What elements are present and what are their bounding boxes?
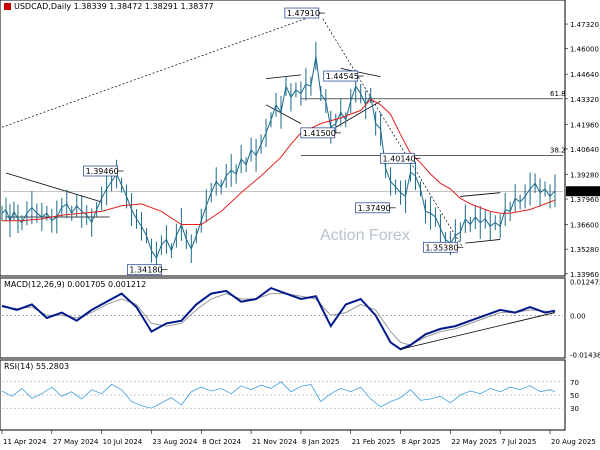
x-tick-label: 8 Jan 2025 [302,438,340,446]
x-tick-label: 7 Jul 2025 [501,438,536,446]
rsi-tick-label: 50 [570,392,579,400]
macd-tick-label: 0.012472 [570,278,600,286]
rsi-panel [1,381,563,409]
price-panel: 61.8 38.2 1.47910 1.44545 1.41500 1.40140 1.39… [1,7,566,276]
y-tick-label: 1.47320 [570,21,599,29]
price-level-text: 1.41500 [303,129,336,138]
macd-tick-label: -0.014389 [570,351,600,359]
x-tick-label: 11 Apr 2024 [3,438,47,446]
price-level-label: 1.41500 [300,127,341,139]
x-tick-label: 8 Oct 2024 [202,438,241,446]
price-level-label: 1.40140 [380,152,421,164]
price-level-label: 1.47910 [284,7,325,19]
price-level-label: 1.44545 [323,70,364,82]
rsi-panel-frame [0,359,566,431]
macd-line [1,286,556,351]
last-price-box [566,186,600,197]
x-tick-label: 20 Aug 2025 [551,438,596,446]
dotted-trendline-up [1,12,321,128]
y-tick-label: 1.36600 [570,221,599,229]
y-tick-label: 1.41960 [570,121,599,129]
price-level-text: 1.35380 [425,243,458,252]
y-tick-label: 1.35280 [570,246,599,254]
x-tick-label: 21 Feb 2025 [352,438,396,446]
macd-title: MACD(12,26,9) 0.001705 0.001212 [4,280,146,289]
pattern-trendline [265,104,302,124]
rsi-tick-label: 70 [570,379,579,387]
price-level-text: 1.47910 [287,9,320,18]
y-tick-label: 1.33960 [570,271,599,279]
price-level-text: 1.34180 [129,266,162,275]
rsi-line [1,381,556,409]
y-tick-label: 1.46000 [570,46,599,54]
macd-trendline [400,312,556,350]
price-level-label: 1.37490 [355,202,396,214]
price-level-label: 1.39460 [83,165,124,177]
price-level-label: 1.35380 [423,241,464,253]
pattern-trendline [335,100,381,128]
dotted-trendline-down [322,18,463,248]
macd-tick-label: 0.00 [570,312,586,320]
pattern-trendline [340,67,381,78]
price-line [1,56,556,260]
chart-title: USDCAD,Daily 1.38339 1.38472 1.38291 1.3… [4,2,214,11]
x-tick-label: 10 Jul 2024 [103,438,143,446]
last-price-value: 1.38377 [568,188,597,196]
pattern-trendline [5,172,102,203]
x-tick-label: 22 May 2025 [451,438,497,446]
fib-label: 61.8 [550,90,566,98]
price-level-text: 1.40140 [383,154,416,163]
pattern-trendline [266,74,301,80]
rsi-tick-label: 30 [570,405,579,413]
pattern-trendline [465,239,501,244]
chart-symbol-icon [4,3,11,10]
macd-panel [1,286,563,351]
x-tick-label: 23 Aug 2024 [152,438,197,446]
x-tick-label: 27 May 2024 [53,438,99,446]
y-tick-label: 1.40640 [570,146,599,154]
price-level-text: 1.44545 [326,72,359,81]
moving-average-line [2,98,556,225]
price-level-text: 1.39460 [86,167,119,176]
price-level-text: 1.37490 [358,204,391,213]
price-level-label: 1.34180 [127,264,168,276]
y-tick-label: 1.39280 [570,171,599,179]
y-tick-label: 1.37960 [570,196,599,204]
x-tick-label: 21 Nov 2024 [252,438,297,446]
x-tick-label: 8 Apr 2025 [402,438,441,446]
y-tick-label: 1.43320 [570,96,599,104]
pattern-trendline [460,192,501,197]
watermark: Action Forex [320,227,410,244]
price-panel-frame [0,0,566,277]
fib-label: 38.2 [550,146,566,154]
macd-panel-frame [0,277,566,359]
rsi-title: RSI(14) 55.2803 [4,362,69,371]
y-tick-label: 1.44640 [570,71,599,79]
chart-title-text: USDCAD,Daily 1.38339 1.38472 1.38291 1.3… [14,2,214,11]
axes: 1.47320 1.46000 1.44640 1.43320 1.41960 1.406… [1,21,600,446]
